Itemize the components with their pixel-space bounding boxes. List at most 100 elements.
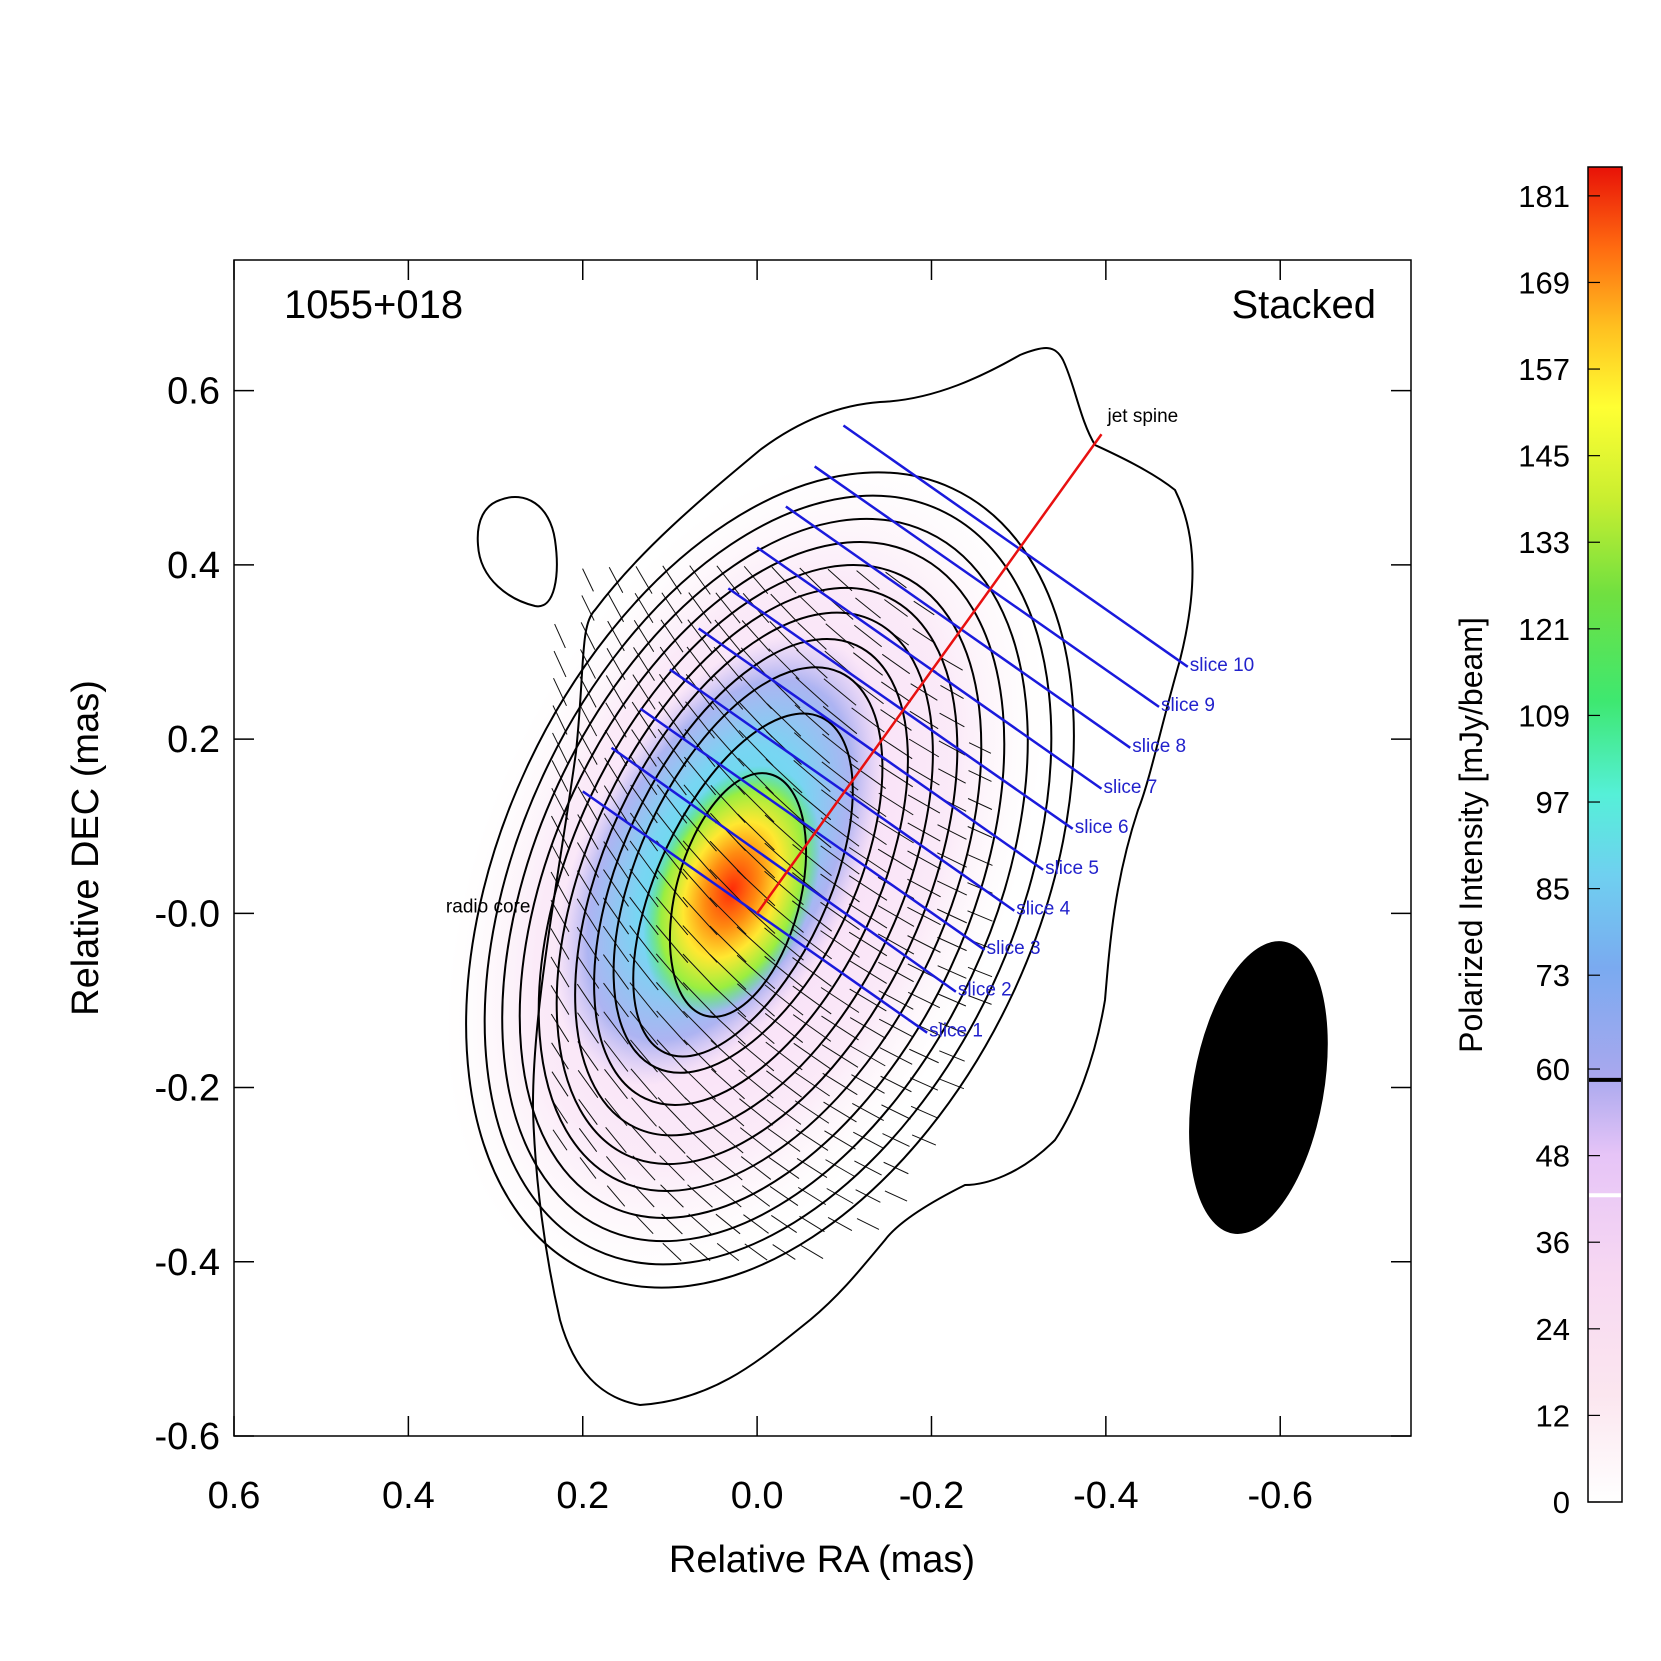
evpa-tick [822,1072,858,1096]
evpa-tick [687,619,713,653]
evpa-tick [909,1048,939,1064]
evpa-tick [603,1040,629,1072]
evpa-tick [792,957,832,987]
evpa-tick [768,1157,800,1179]
evpa-tick [765,786,803,822]
slice-line [610,746,957,993]
evpa-tick [854,1160,882,1176]
evpa-tick [552,732,568,764]
evpa-tick [849,960,887,984]
evpa-tick [881,1104,911,1120]
colorbar-tick-label: 145 [1518,439,1570,474]
intensity-contours [465,347,1194,1407]
contour-12 [668,772,808,1018]
y-tick-label: 0.4 [167,545,220,587]
evpa-tick [800,1244,824,1260]
evpa-tick [910,683,938,701]
x-tick-label: 0.6 [208,1475,261,1517]
evpa-tick [739,1127,773,1153]
radio-core-label: radio core [446,896,531,917]
contour-2 [465,471,1075,1289]
y-tick-label: 0.6 [167,371,220,413]
evpa-tick [577,1070,599,1098]
evpa-tick [709,925,747,963]
colorbar-gradient [1587,166,1623,1503]
evpa-tick [907,794,941,814]
slice-line [842,424,1189,668]
jet-spine-line [756,433,1103,915]
evpa-tick [743,565,769,595]
evpa-tick [606,1156,626,1180]
evpa-tick [792,843,832,877]
evpa-tick [938,1021,966,1035]
evpa-tick [579,1157,597,1179]
evpa-tick [885,571,907,589]
evpa-tick [825,1159,855,1177]
evpa-tick [878,1018,914,1038]
evpa-tick [936,880,968,896]
evpa-tick [878,820,914,844]
evpa-tick [848,903,888,929]
evpa-tick [937,965,967,979]
evpa-tick [631,729,657,767]
evpa-tick [737,1012,775,1044]
evpa-tick [578,1128,598,1152]
slice-label: slice 1 [929,1021,983,1042]
x-tick-label: -0.2 [899,1475,964,1517]
colorbar-tick-label: 73 [1536,958,1570,993]
plot-frame [233,259,1412,1437]
evpa-tick [968,995,992,1005]
evpa-tick [739,1098,773,1126]
evpa-tick [711,729,745,767]
slice-line [813,465,1160,708]
evpa-tick [743,1214,769,1234]
evpa-tick [770,593,798,623]
contour-7 [555,586,959,1166]
evpa-tick [631,701,657,739]
evpa-tick [967,826,993,838]
colorbar-tick-label: 169 [1518,265,1570,300]
colorbar-tick-label: 133 [1518,525,1570,560]
evpa-tick [855,597,881,619]
evpa-tick [711,1068,745,1100]
evpa-tick [856,570,880,590]
evpa-tick [764,1013,804,1043]
evpa-tick [736,954,776,990]
evpa-tick [684,729,716,767]
slice-line [582,790,928,1034]
evpa-tick [682,896,718,936]
colorbar-tick-label: 181 [1518,179,1570,214]
evpa-tick [710,1039,746,1073]
evpa-tick [662,1242,682,1262]
evpa-tick [577,1012,599,1044]
evpa-tick [550,956,570,988]
evpa-tick [794,704,830,736]
contour-6 [537,564,983,1192]
evpa-tick [655,925,689,963]
evpa-tick [821,1015,859,1041]
evpa-tick [683,812,717,852]
evpa-tick [715,592,741,624]
evpa-tick [850,763,886,789]
evpa-tick [629,982,659,1018]
colorbar-tick-label: 121 [1518,612,1570,647]
evpa-tick [737,983,775,1017]
evpa-tick [713,1155,743,1181]
evpa-tick [709,954,747,990]
evpa-tick [741,1185,771,1207]
evpa-tick [825,623,855,649]
evpa-tick [850,1045,886,1067]
evpa-tick [605,675,627,709]
evpa-tick [607,620,625,652]
evpa-tick [551,760,569,792]
colorbar-markers [1589,1077,1621,1198]
evpa-tick [552,1129,568,1151]
evpa-tick [823,678,857,706]
evpa-tick [908,766,940,786]
evpa-tick [682,982,718,1018]
evpa-tick [793,760,831,792]
evpa-tick [771,1215,797,1233]
evpa-tick [633,619,655,653]
evpa-tick [629,925,659,963]
evpa-tick [765,1041,803,1071]
